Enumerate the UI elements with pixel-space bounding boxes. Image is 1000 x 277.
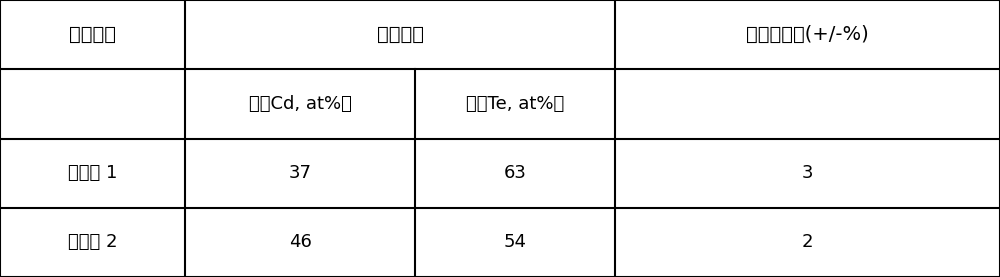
Text: 37: 37 [288, 164, 312, 182]
Text: 54: 54 [504, 234, 526, 251]
Text: 镞（Cd, at%）: 镞（Cd, at%） [249, 95, 351, 113]
Text: 实施例 1: 实施例 1 [68, 164, 117, 182]
Text: 碲（Te, at%）: 碲（Te, at%） [466, 95, 564, 113]
Text: 2: 2 [802, 234, 813, 251]
Text: 46: 46 [289, 234, 311, 251]
Text: 3: 3 [802, 164, 813, 182]
Text: 成份组成: 成份组成 [376, 25, 424, 44]
Text: 63: 63 [504, 164, 526, 182]
Text: 膜层均匀性(+/-%): 膜层均匀性(+/-%) [746, 25, 869, 44]
Text: 实施例 2: 实施例 2 [68, 234, 117, 251]
Text: 测试对象: 测试对象 [69, 25, 116, 44]
